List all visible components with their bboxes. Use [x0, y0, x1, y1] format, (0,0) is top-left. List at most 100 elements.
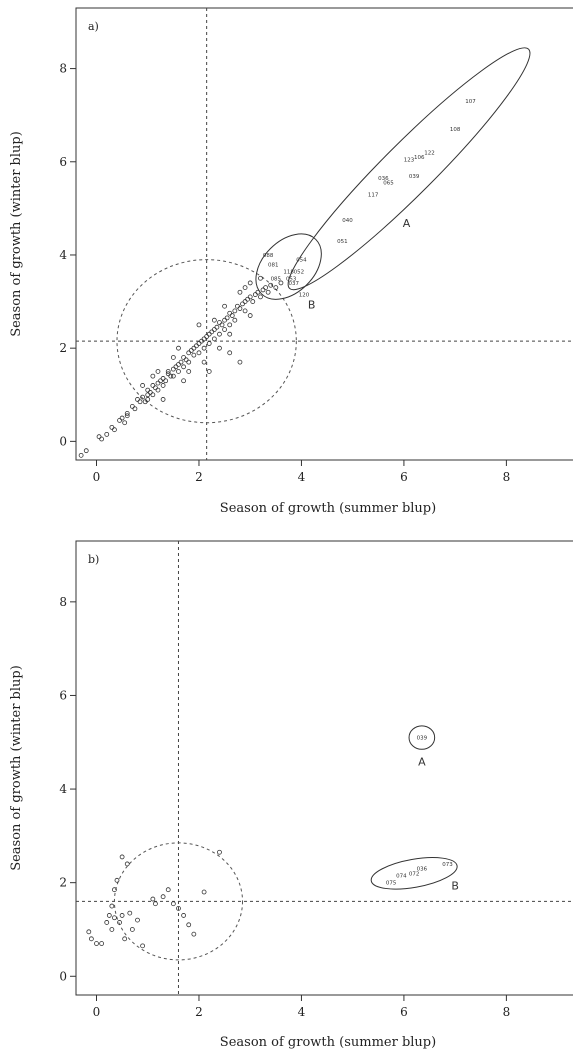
data-point: [112, 915, 117, 921]
group-label-b: B: [451, 880, 459, 893]
data-point: [145, 387, 151, 393]
data-point: [117, 417, 122, 423]
data-point: [122, 936, 128, 942]
group-ellipse-a: [287, 47, 531, 291]
data-point: [150, 392, 156, 398]
data-point: [176, 906, 181, 911]
data-point: [137, 399, 143, 405]
data-point: [129, 404, 135, 409]
group-label-b: B: [308, 299, 316, 312]
data-point: [222, 327, 227, 332]
y-tick-label: 0: [59, 434, 67, 448]
data-point: [260, 287, 266, 293]
data-point: [186, 359, 192, 365]
y-tick-label: 4: [59, 782, 67, 796]
data-point: [106, 913, 112, 918]
data-point: [145, 397, 151, 402]
data-point: [232, 308, 238, 314]
data-point: [252, 292, 258, 297]
x-axis-title: Season of growth (summer blup): [220, 1035, 436, 1050]
data-point: [242, 308, 248, 314]
data-point: [181, 378, 186, 384]
data-point: [211, 336, 217, 342]
data-point: [155, 380, 161, 386]
plot-frame: [75, 540, 573, 996]
point-label: 036: [378, 176, 389, 182]
data-point: [155, 387, 161, 393]
x-tick-label: 8: [503, 1005, 511, 1019]
data-point: [196, 350, 202, 356]
data-point: [206, 331, 212, 337]
x-axis-title: Season of growth (summer blup): [220, 501, 436, 516]
point-label: 074: [396, 874, 407, 880]
point-label: 054: [296, 258, 307, 264]
data-point: [237, 359, 243, 365]
data-point: [196, 341, 202, 346]
data-point: [247, 313, 253, 318]
group-ellipse-a: [408, 725, 436, 750]
data-point: [194, 343, 199, 349]
reference-circle: [116, 259, 297, 424]
data-point: [140, 394, 146, 400]
data-point: [214, 324, 220, 330]
data-point: [247, 294, 253, 300]
data-point: [124, 861, 130, 867]
data-point: [147, 390, 153, 395]
data-point: [109, 927, 115, 932]
data-point: [186, 369, 192, 374]
x-tick-label: 6: [400, 1005, 408, 1019]
data-point: [124, 411, 130, 416]
data-point: [104, 431, 110, 437]
data-point: [209, 329, 215, 335]
y-tick-label: 4: [59, 248, 67, 262]
data-point: [160, 383, 166, 388]
data-point: [268, 282, 274, 288]
data-point: [191, 352, 197, 358]
data-point: [229, 313, 235, 318]
data-point: [135, 917, 140, 923]
data-point: [247, 280, 253, 286]
point-label: 075: [386, 881, 397, 887]
panel-label: a): [88, 20, 99, 33]
y-tick-label: 8: [59, 595, 67, 609]
point-label: 037: [289, 281, 300, 287]
data-point: [122, 420, 128, 426]
data-point: [206, 369, 212, 374]
data-point: [99, 941, 105, 946]
reference-circle: [113, 842, 244, 961]
x-tick-label: 6: [400, 470, 408, 484]
data-point: [158, 378, 163, 384]
data-point: [181, 913, 186, 918]
data-point: [204, 334, 210, 339]
point-label: 118: [283, 269, 294, 275]
data-point: [201, 889, 207, 895]
point-label: 073: [442, 862, 453, 868]
data-point: [170, 373, 176, 379]
data-point: [211, 317, 217, 323]
data-point: [245, 296, 251, 302]
data-point: [104, 920, 110, 925]
x-tick-label: 4: [298, 470, 306, 484]
data-point: [191, 345, 197, 351]
point-label: 088: [263, 253, 274, 259]
point-label: 108: [450, 127, 461, 133]
data-point: [181, 355, 186, 360]
point-label: 122: [424, 150, 435, 156]
data-point: [132, 406, 138, 412]
data-point: [196, 322, 202, 328]
data-point: [234, 303, 240, 309]
x-tick-label: 0: [93, 470, 101, 484]
data-point: [96, 434, 102, 440]
y-tick-label: 2: [59, 341, 67, 355]
data-point: [250, 299, 256, 304]
data-point: [119, 415, 125, 421]
data-point: [178, 359, 184, 365]
data-point: [170, 366, 176, 372]
data-point: [119, 913, 125, 918]
data-point: [140, 943, 146, 949]
data-point: [165, 369, 171, 374]
data-point: [176, 362, 181, 367]
data-point: [222, 303, 227, 309]
data-point: [217, 849, 222, 855]
y-tick-label: 6: [59, 155, 67, 169]
